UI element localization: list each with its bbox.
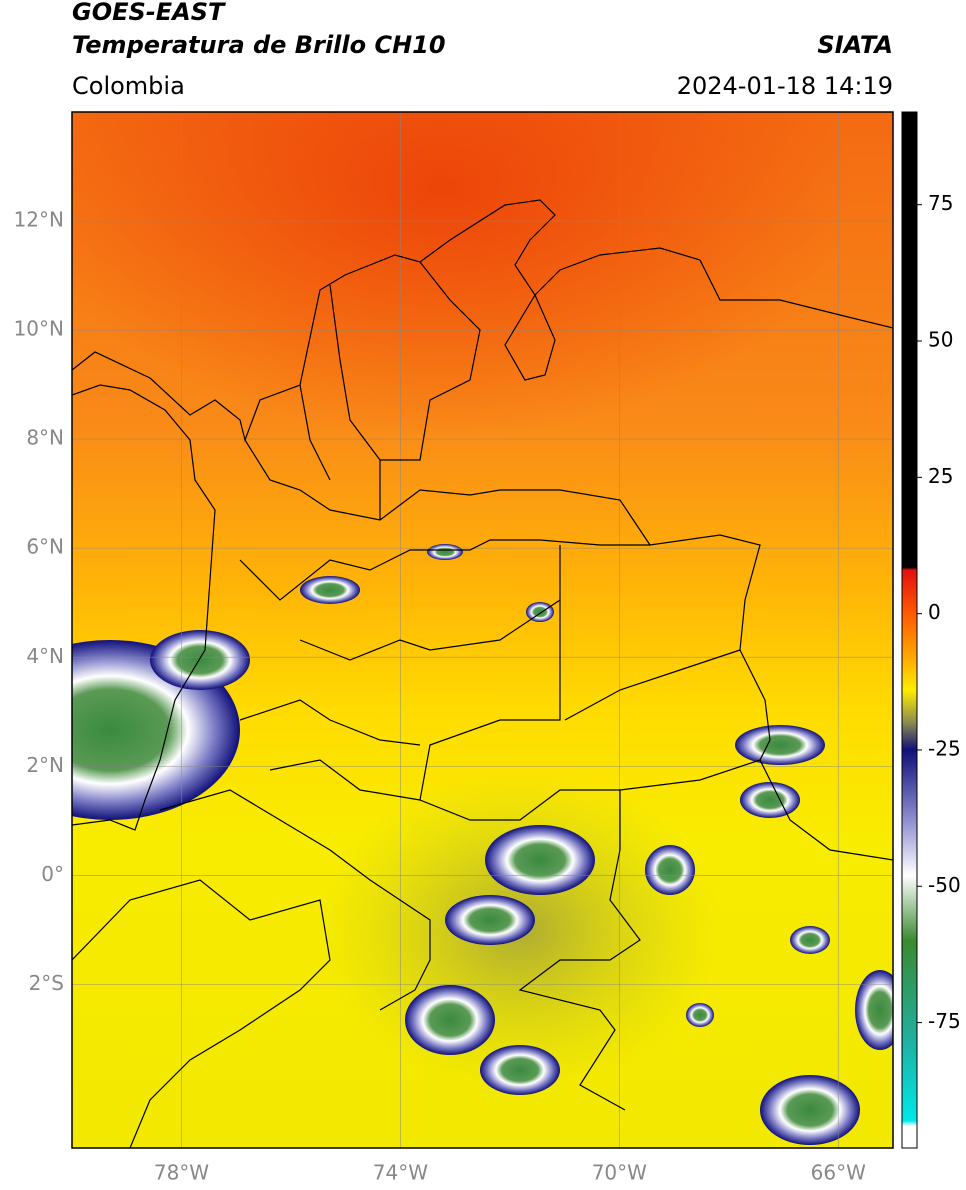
- title: GOES-EAST: [72, 0, 226, 26]
- colorbar: [901, 111, 918, 1149]
- border: [239, 539, 650, 801]
- border: [299, 261, 761, 791]
- cloud: [790, 926, 830, 954]
- ticks: 78°W 74°W 70°W 66°W 12°N 10°N 8°N 6°N 4°N 2°N 0° 2°…: [14, 191, 961, 1184]
- colorbar-tick-label: -50: [928, 873, 961, 897]
- cloud: [735, 725, 825, 765]
- cloud: [150, 630, 250, 690]
- x-tick-label: 74°W: [373, 1161, 428, 1185]
- grid: [72, 112, 893, 1148]
- y-tick-label: 2°N: [26, 753, 64, 777]
- colorbar-tick-label: 50: [928, 328, 953, 352]
- cloud: [855, 970, 893, 1050]
- coastline: [72, 199, 893, 443]
- y-tick-label: 12°N: [14, 208, 64, 232]
- coastline: [72, 879, 331, 1148]
- cloud: [405, 985, 495, 1055]
- map-frame: [71, 111, 894, 1149]
- cloud: [760, 1075, 860, 1145]
- cloud: [526, 602, 554, 622]
- border: [419, 545, 641, 1111]
- coastline: [72, 384, 216, 831]
- cloud: [740, 782, 800, 818]
- cloud: [427, 544, 463, 560]
- cloud: [300, 576, 360, 604]
- cloud: [645, 845, 695, 895]
- x-tick-label: 70°W: [592, 1161, 647, 1185]
- map-image: [72, 112, 893, 1148]
- region: Colombia: [72, 72, 185, 100]
- colorbar-tick-label: -25: [928, 736, 961, 760]
- x-tick-label: 78°W: [154, 1161, 209, 1185]
- colorbar-tick-label: 0: [928, 600, 941, 624]
- colorbar-tick-label: -75: [928, 1009, 961, 1033]
- cloud: [445, 895, 535, 945]
- cloud: [686, 1003, 714, 1027]
- y-tick-label: 2°S: [29, 971, 64, 995]
- colorbar-tick-label: 25: [928, 464, 953, 488]
- y-tick-label: 4°N: [26, 644, 64, 668]
- cloud: [485, 825, 595, 895]
- subtitle: Temperatura de Brillo CH10: [72, 31, 446, 59]
- colorbar-tick-label: 75: [928, 191, 953, 215]
- border: [159, 789, 431, 1011]
- cloud: [480, 1045, 560, 1095]
- y-tick-label: 6°N: [26, 535, 64, 559]
- source: SIATA: [817, 31, 893, 59]
- datetime: 2024-01-18 14:19: [677, 72, 893, 100]
- y-tick-label: 8°N: [26, 426, 64, 450]
- warm-area: [72, 112, 893, 612]
- y-tick-label: 0°: [41, 862, 64, 886]
- y-tick-label: 10°N: [14, 317, 64, 341]
- x-tick-label: 66°W: [811, 1161, 866, 1185]
